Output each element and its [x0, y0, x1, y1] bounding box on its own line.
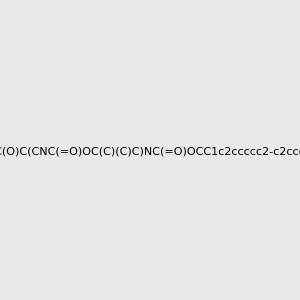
Text: O=C(O)C(CNC(=O)OC(C)(C)C)NC(=O)OCC1c2ccccc2-c2ccccc21: O=C(O)C(CNC(=O)OC(C)(C)C)NC(=O)OCC1c2ccc… — [0, 146, 300, 157]
